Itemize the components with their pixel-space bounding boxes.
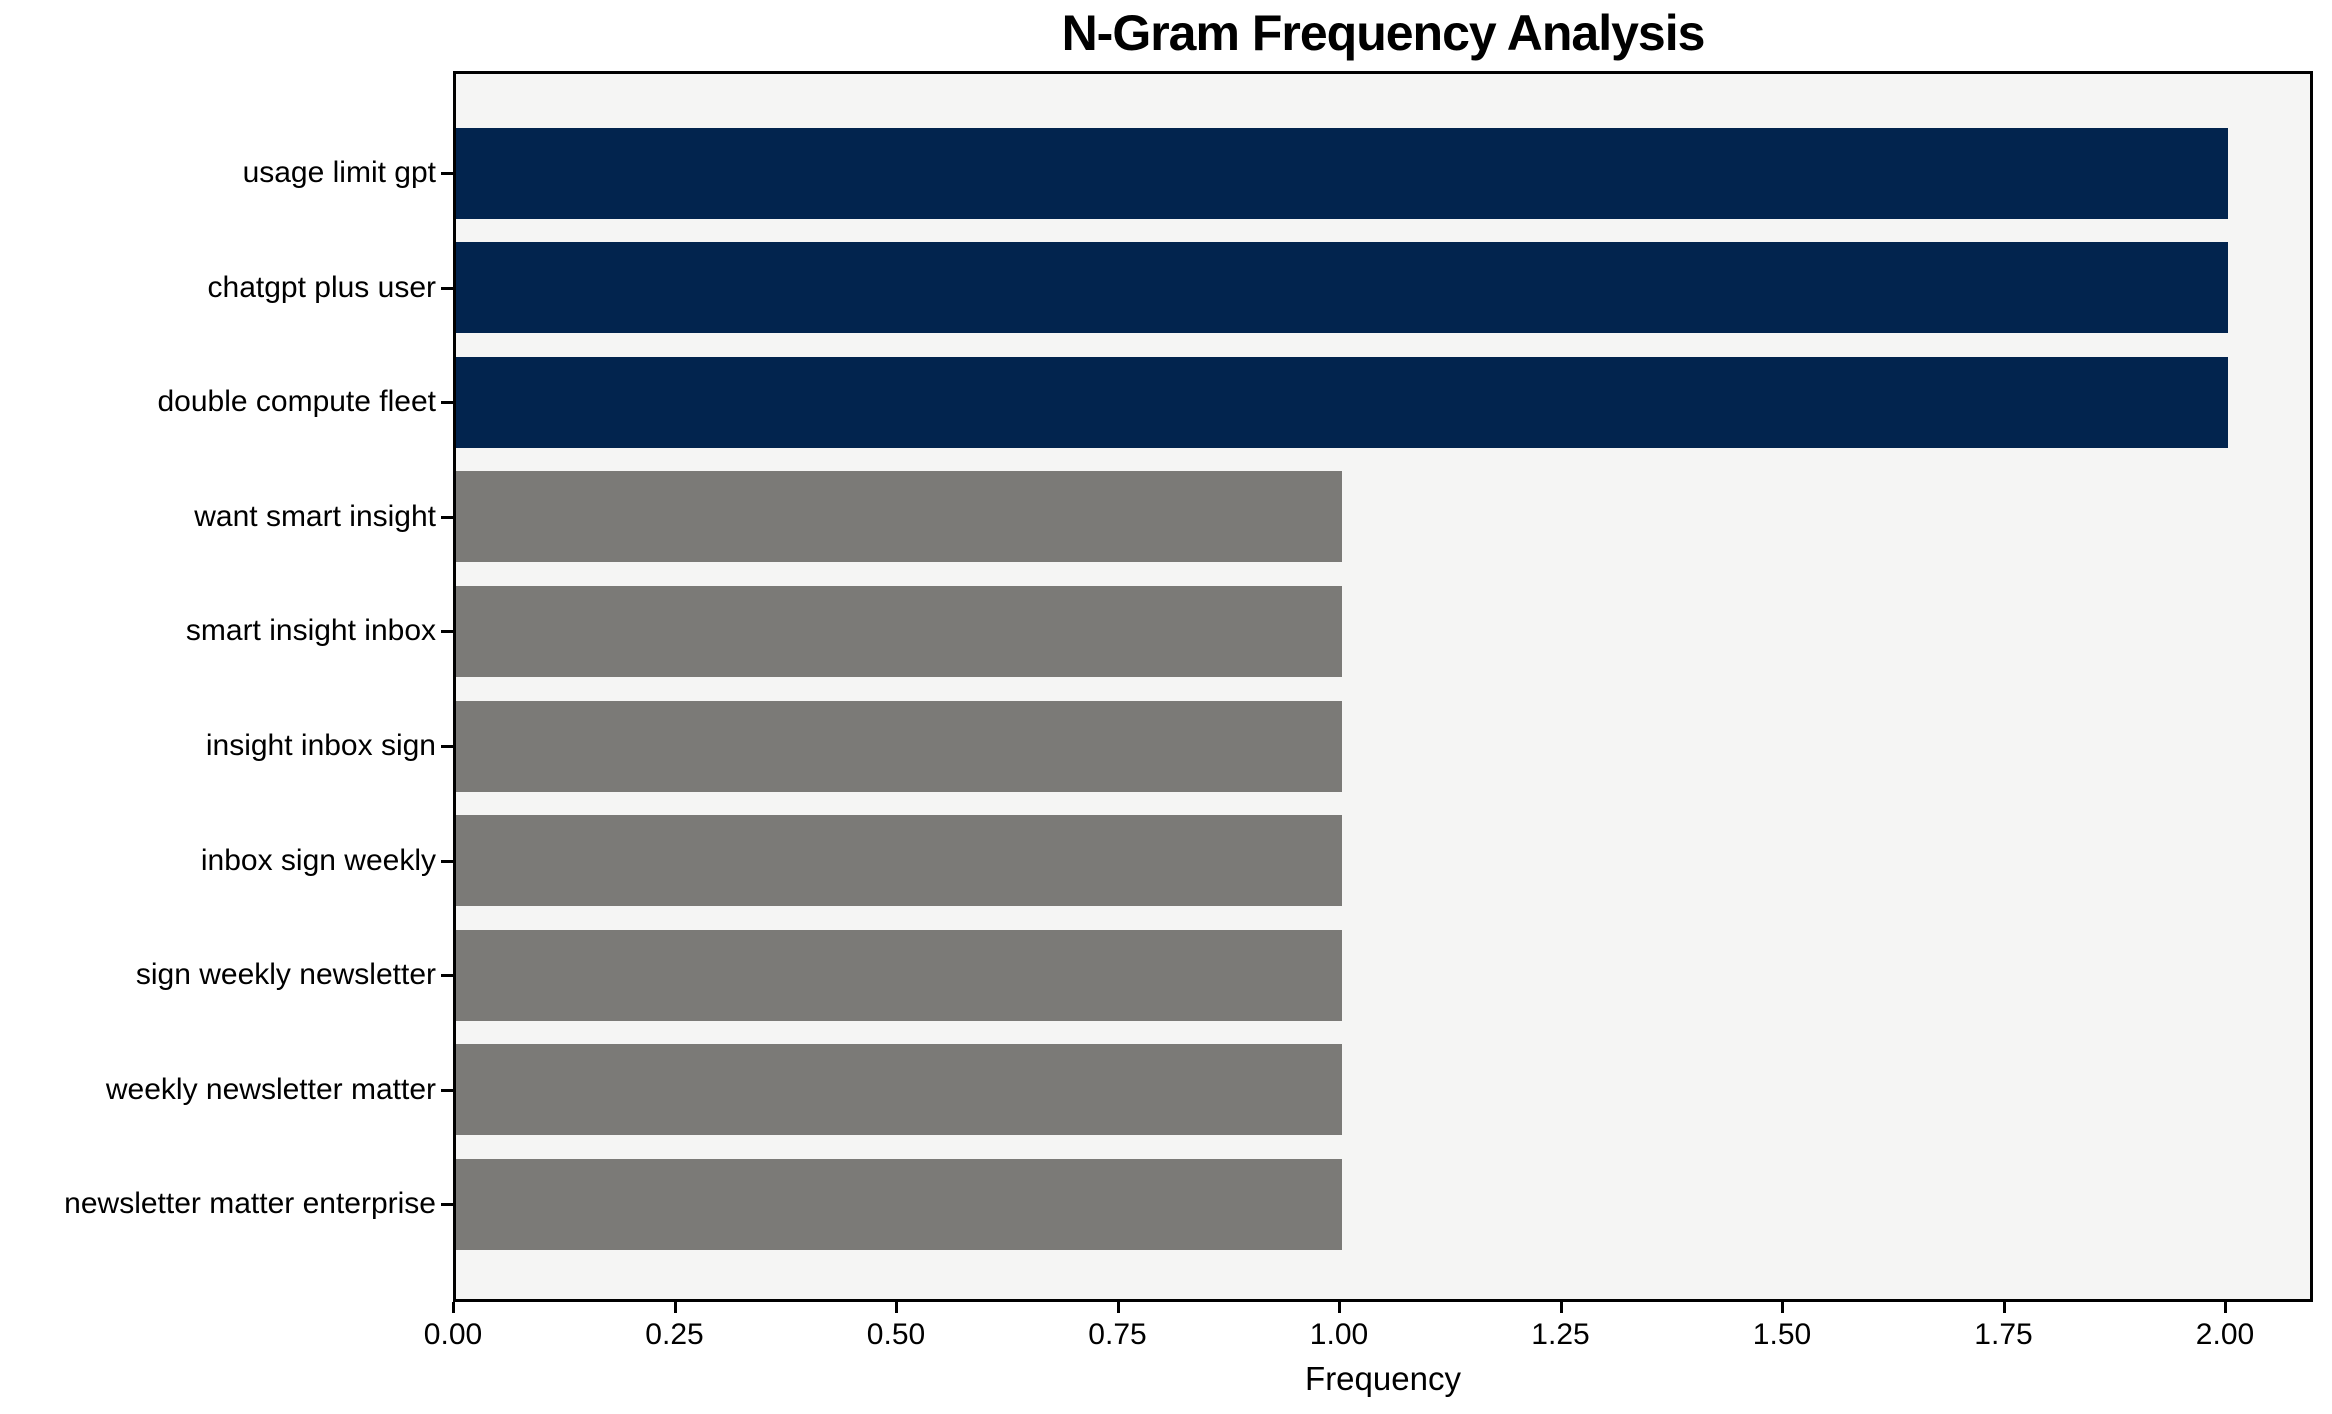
y-tick-mark: [441, 1088, 453, 1092]
x-tick-label: 1.25: [1531, 1318, 1590, 1351]
y-tick-label: weekly newsletter matter: [105, 1072, 436, 1106]
x-tick-mark: [1559, 1302, 1563, 1313]
x-tick-label: 0.25: [645, 1318, 704, 1351]
bar: [456, 1044, 1342, 1136]
x-tick-mark: [2224, 1302, 2227, 1313]
x-tick-label: 0.00: [423, 1318, 483, 1351]
plot-area: [453, 71, 2313, 1302]
y-tick-label: smart insight inbox: [185, 614, 436, 648]
y-tick-mark: [441, 974, 453, 978]
y-tick-mark: [441, 859, 453, 863]
y-tick-label: usage limit gpt: [242, 156, 436, 189]
y-tick-label: chatgpt plus user: [207, 270, 436, 304]
y-tick-label: sign weekly newsletter: [135, 958, 436, 992]
y-tick-mark: [441, 401, 453, 405]
y-tick-mark: [441, 745, 453, 748]
x-tick-mark: [452, 1302, 455, 1313]
y-tick-mark: [441, 286, 453, 290]
y-tick-label: insight inbox sign: [205, 729, 436, 762]
y-tick-label: inbox sign weekly: [200, 843, 436, 877]
x-tick-label: 1.50: [1752, 1318, 1812, 1351]
bar: [456, 471, 1342, 563]
y-tick-label: newsletter matter enterprise: [64, 1187, 436, 1221]
y-tick-mark: [441, 515, 453, 519]
bar: [456, 1158, 1342, 1250]
x-tick-label: 0.50: [866, 1318, 926, 1351]
x-tick-mark: [673, 1302, 677, 1313]
x-axis-label: Frequency: [1305, 1360, 1461, 1397]
y-tick-label: want smart insight: [194, 499, 436, 533]
y-tick-mark: [441, 630, 453, 634]
x-tick-mark: [895, 1302, 898, 1313]
bar: [456, 700, 1342, 792]
bar: [456, 242, 2228, 334]
bar: [456, 929, 1342, 1021]
x-tick-mark: [1781, 1302, 1784, 1313]
x-tick-label: 1.00: [1309, 1318, 1369, 1351]
x-tick-mark: [2002, 1302, 2006, 1313]
bar: [456, 356, 2228, 448]
x-tick-mark: [1116, 1302, 1120, 1313]
bar: [456, 127, 2228, 219]
x-tick-mark: [1338, 1302, 1341, 1313]
chart-title: N-Gram Frequency Analysis: [1061, 5, 1706, 61]
bar: [456, 585, 1342, 677]
x-tick-label: 2.00: [2195, 1318, 2255, 1351]
y-tick-mark: [441, 172, 453, 175]
x-tick-label: 1.75: [1974, 1318, 2033, 1351]
bar: [456, 815, 1342, 907]
y-tick-label: double compute fleet: [157, 385, 436, 419]
x-tick-label: 0.75: [1088, 1318, 1147, 1351]
y-tick-mark: [441, 1203, 453, 1207]
